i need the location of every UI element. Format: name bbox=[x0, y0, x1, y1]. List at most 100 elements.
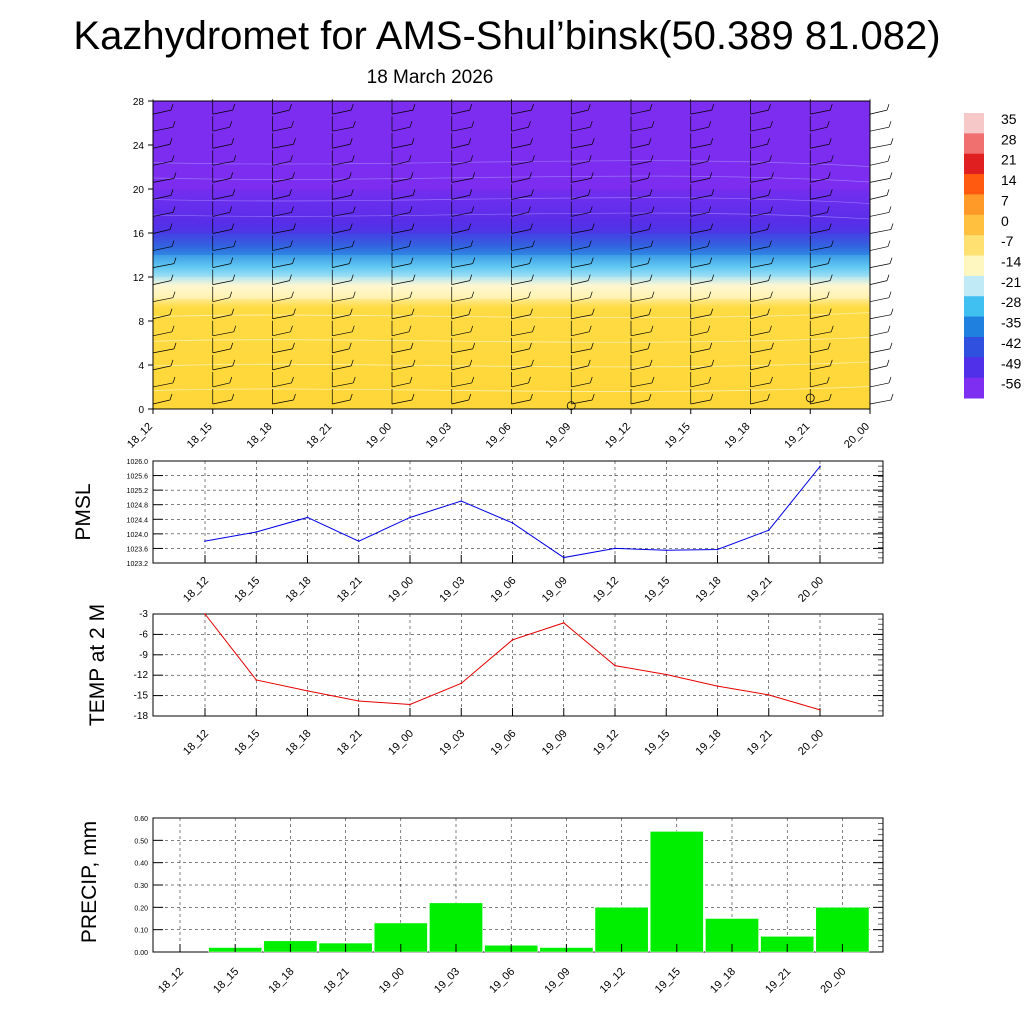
wind-barb bbox=[451, 184, 473, 200]
wind-barb-shaft bbox=[332, 229, 351, 234]
precip-x-tick-label: 19_00 bbox=[377, 966, 407, 996]
precip-x-tick-label: 19_15 bbox=[653, 966, 683, 996]
heatmap-y-tick-label: 12 bbox=[133, 273, 145, 284]
wind-barb bbox=[690, 201, 712, 217]
precip-x-tick-label: 18_21 bbox=[322, 966, 352, 996]
series-point bbox=[716, 548, 719, 551]
wind-barb-shaft bbox=[810, 280, 831, 285]
wind-barb bbox=[451, 116, 475, 132]
wind-barb-flag bbox=[411, 138, 415, 145]
wind-barb-shaft bbox=[750, 365, 769, 371]
series-point bbox=[460, 500, 463, 502]
wind-barb-flag bbox=[172, 376, 176, 384]
colorbar-swatch bbox=[964, 174, 984, 195]
wind-barb-shaft bbox=[212, 160, 234, 166]
precip-x-tick-label: 20_00 bbox=[818, 966, 848, 996]
wind-barb bbox=[331, 252, 352, 268]
precip-x-tick-label: 19_03 bbox=[432, 966, 462, 996]
wind-barb bbox=[511, 201, 531, 217]
wind-barb bbox=[511, 371, 531, 388]
wind-barb bbox=[809, 116, 830, 132]
wind-barb-flag bbox=[828, 223, 832, 230]
wind-barb-shaft bbox=[810, 109, 831, 115]
panel-y-tick-label: 1024.4 bbox=[127, 517, 149, 524]
panel-x-tick-label: 18_12 bbox=[181, 728, 211, 758]
wind-barb-shaft bbox=[750, 160, 770, 166]
wind-barb bbox=[331, 303, 353, 320]
wind-barb-shaft bbox=[212, 109, 233, 115]
wind-barb-flag bbox=[230, 172, 234, 179]
wind-barb-shaft bbox=[272, 195, 290, 200]
series-point bbox=[665, 549, 668, 552]
wind-barb bbox=[272, 218, 296, 234]
series-point bbox=[409, 516, 411, 519]
series-point bbox=[819, 709, 821, 711]
wind-barb-shaft bbox=[810, 246, 832, 251]
wind-barb-shaft bbox=[810, 399, 830, 405]
wind-barb-shaft bbox=[272, 246, 291, 251]
wind-barb bbox=[331, 150, 355, 166]
wind-barb bbox=[331, 354, 354, 371]
wind-barb-flag bbox=[348, 172, 352, 179]
wind-barb bbox=[511, 252, 532, 268]
wind-barb bbox=[272, 354, 292, 371]
wind-barb-shaft bbox=[869, 246, 889, 251]
wind-barb-flag bbox=[886, 104, 890, 111]
wind-barb bbox=[750, 167, 774, 183]
wind-barb-flag bbox=[648, 308, 652, 315]
wind-barb-flag bbox=[469, 359, 473, 367]
wind-barb-flag bbox=[648, 223, 652, 230]
wind-barb-flag bbox=[708, 291, 712, 298]
wind-barb bbox=[630, 269, 653, 285]
wind-barb bbox=[212, 354, 236, 371]
wind-barb-flag bbox=[233, 155, 237, 162]
wind-barb-shaft bbox=[571, 331, 590, 337]
wind-barb-flag bbox=[409, 206, 413, 213]
wind-barb bbox=[750, 133, 770, 149]
heatmap-contour-2 bbox=[152, 336, 871, 343]
wind-barb-shaft bbox=[690, 160, 708, 166]
heatmap-contour-upper-0 bbox=[152, 212, 871, 220]
heatmap-y-tick-label: 28 bbox=[133, 97, 145, 108]
wind-barb-flag bbox=[170, 189, 174, 196]
wind-barb-flag bbox=[349, 393, 353, 401]
wind-barb bbox=[690, 389, 714, 405]
panel-y-tick-label: 1023.6 bbox=[127, 546, 149, 553]
wind-barb bbox=[451, 337, 476, 354]
wind-barb bbox=[511, 303, 533, 320]
wind-barb bbox=[809, 150, 834, 166]
wind-barb bbox=[570, 252, 594, 268]
wind-barb bbox=[750, 354, 771, 371]
precip-x-tick-label: 19_06 bbox=[487, 966, 517, 996]
wind-barb-flag bbox=[169, 308, 173, 315]
wind-barb-shaft bbox=[152, 246, 173, 251]
wind-barb-shaft bbox=[571, 246, 590, 251]
wind-barb-flag bbox=[469, 104, 473, 111]
wind-barb-flag bbox=[348, 342, 352, 349]
wind-barb-flag bbox=[771, 172, 774, 179]
panel-x-tick-label: 19_12 bbox=[591, 575, 621, 605]
precip-x-tick-label: 18_12 bbox=[156, 966, 186, 996]
panel-x-tick-label: 19_12 bbox=[591, 728, 621, 758]
wind-barb-flag bbox=[889, 172, 893, 179]
wind-barb-shaft bbox=[690, 399, 711, 405]
wind-barb-shaft bbox=[152, 399, 171, 405]
wind-barb bbox=[869, 150, 891, 166]
wind-barb bbox=[212, 371, 233, 388]
wind-barb bbox=[570, 286, 593, 303]
wind-barb-flag bbox=[289, 274, 292, 281]
wind-barb-shaft bbox=[630, 212, 653, 217]
wind-barb-shaft bbox=[511, 365, 532, 371]
wind-barb-shaft bbox=[332, 178, 350, 183]
wind-barb bbox=[451, 286, 475, 303]
wind-barb-shaft bbox=[391, 314, 413, 320]
wind-barb bbox=[750, 116, 773, 132]
wind-barb bbox=[869, 303, 894, 320]
series-point bbox=[306, 690, 309, 692]
wind-barb bbox=[570, 133, 595, 149]
wind-barb-shaft bbox=[869, 382, 890, 388]
wind-barb-flag bbox=[710, 223, 714, 230]
wind-barb-flag bbox=[410, 172, 414, 179]
wind-barb-flag bbox=[770, 121, 773, 128]
wind-barb-shaft bbox=[690, 212, 709, 217]
